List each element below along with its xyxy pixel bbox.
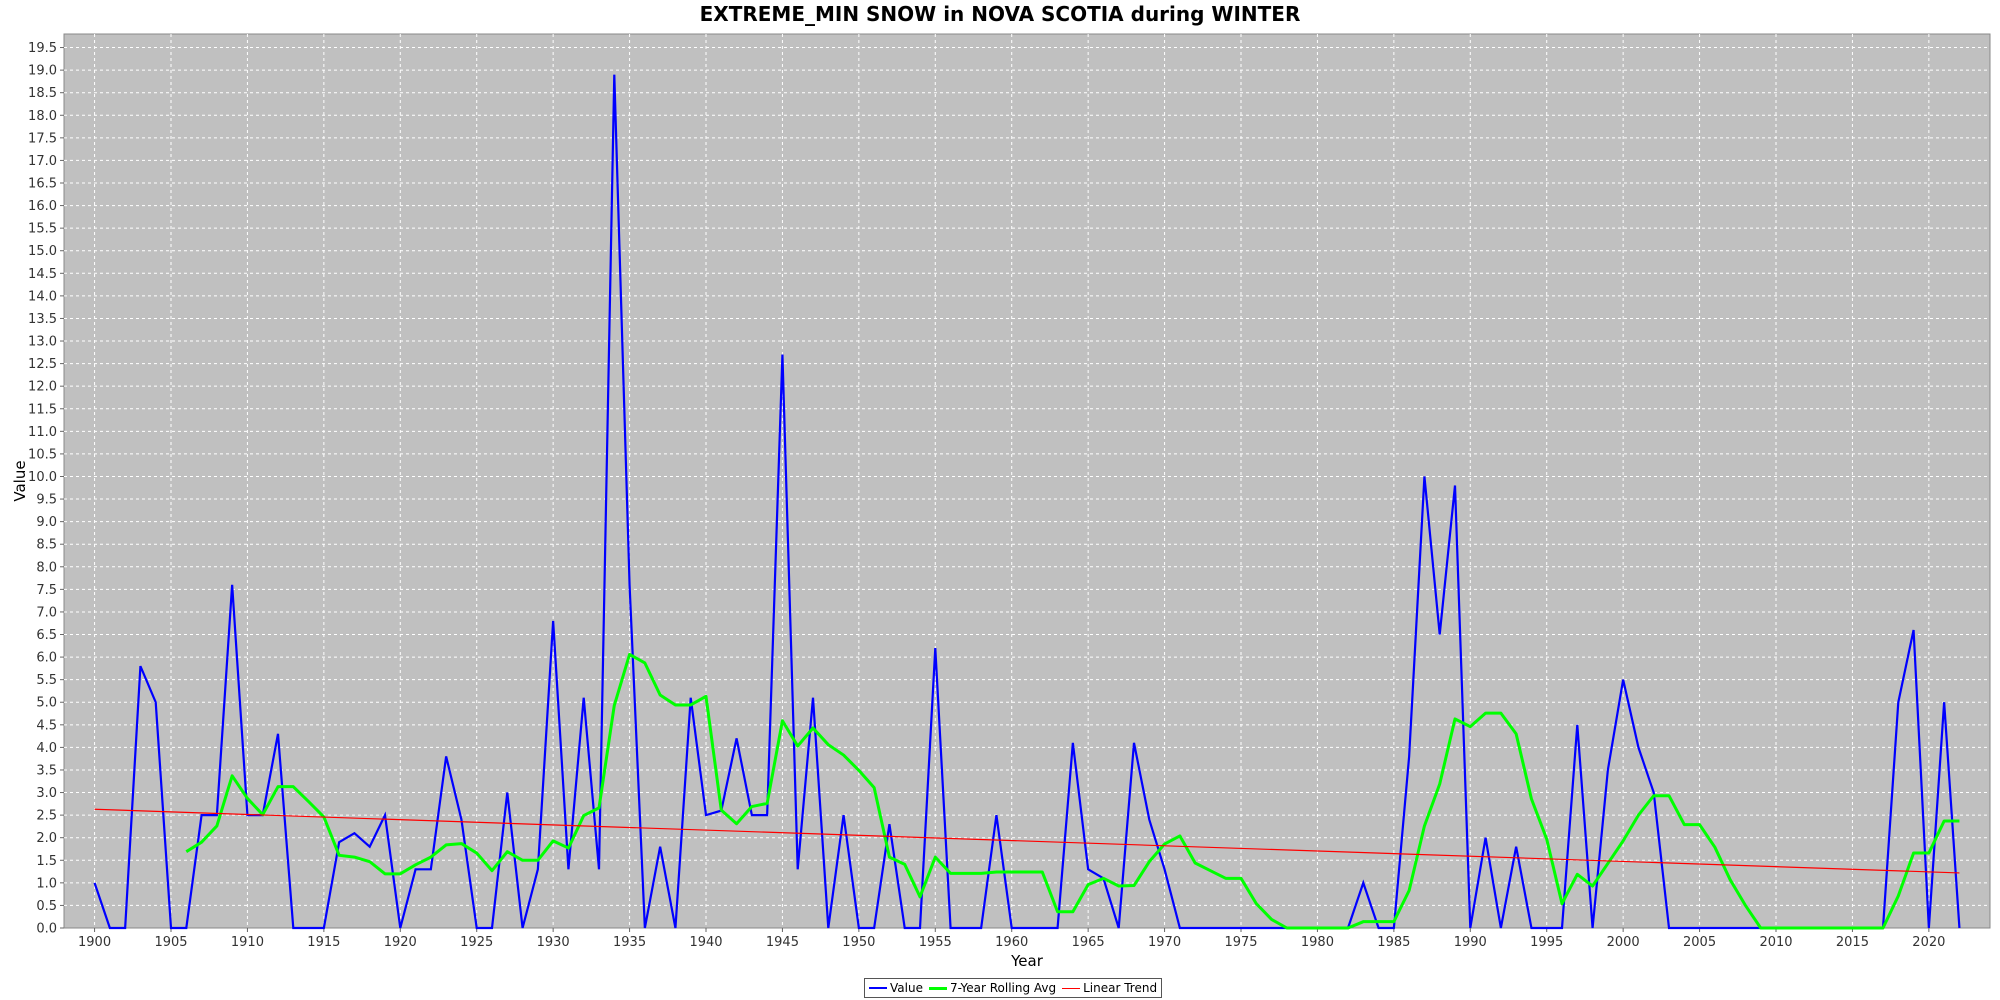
- y-tick-label: 1.0: [36, 876, 57, 891]
- y-tick-label: 5.5: [36, 673, 57, 688]
- x-tick-label: 1945: [766, 935, 799, 950]
- y-tick-label: 16.0: [28, 199, 57, 214]
- y-tick-label: 13.5: [28, 312, 57, 327]
- series-line-rolling-avg: [185, 652, 1960, 930]
- y-tick-label: 11.5: [28, 402, 57, 417]
- y-tick-label: 1.5: [36, 854, 57, 869]
- gridlines: [64, 34, 1990, 928]
- y-tick-label: 11.0: [28, 425, 57, 440]
- y-tick-label: 10.5: [28, 447, 57, 462]
- x-tick-label: 1990: [1454, 935, 1487, 950]
- series-line-value: [93, 74, 1961, 930]
- y-tick-label: 17.0: [28, 154, 57, 169]
- x-tick-label: 1995: [1530, 935, 1563, 950]
- y-tick-label: 7.5: [36, 583, 57, 598]
- y-tick-label: 3.0: [36, 786, 57, 801]
- legend-swatch-rolling-avg: [928, 986, 947, 990]
- y-tick-label: 7.0: [36, 605, 57, 620]
- y-tick-label: 12.0: [28, 380, 57, 395]
- x-tick-label: 1970: [1148, 935, 1181, 950]
- y-tick-label: 4.5: [36, 718, 57, 733]
- x-tick-label: 1940: [689, 935, 722, 950]
- y-tick-label: 19.5: [28, 41, 57, 56]
- y-tick-label: 17.5: [28, 131, 57, 146]
- y-tick-label: 18.5: [28, 86, 57, 101]
- x-tick-label: 2020: [1912, 935, 1945, 950]
- x-tick-label: 1935: [613, 935, 646, 950]
- x-tick-label: 2010: [1759, 935, 1792, 950]
- x-tick-label: 1955: [919, 935, 952, 950]
- x-tick-label: 2015: [1836, 935, 1869, 950]
- legend-label-linear-trend: Linear Trend: [1083, 981, 1158, 995]
- plot-area: [63, 33, 1991, 929]
- x-tick-label: 1925: [460, 935, 493, 950]
- y-tick-label: 6.0: [36, 651, 57, 666]
- y-tick-label: 12.5: [28, 357, 57, 372]
- y-tick-label: 19.0: [28, 64, 57, 79]
- legend-swatch-linear-trend: [1062, 987, 1081, 989]
- axes: 0.0 0.5 1.0 1.5 2.0 2.5 3.0 3.5 4.0 4.5 5.0 5.5 6.0 6…: [28, 41, 1945, 950]
- y-tick-label: 18.0: [28, 109, 57, 124]
- y-tick-label: 14.0: [28, 289, 57, 304]
- legend-swatch-value: [869, 987, 887, 989]
- x-tick-label: 1915: [307, 935, 340, 950]
- y-tick-label: 5.0: [36, 696, 57, 711]
- x-tick-label: 1980: [1301, 935, 1334, 950]
- legend-item-linear-trend: Linear Trend: [1062, 981, 1157, 995]
- y-tick-label: 10.0: [28, 470, 57, 485]
- legend-item-rolling-avg: 7-Year Rolling Avg: [928, 981, 1057, 995]
- y-tick-label: 15.5: [28, 222, 57, 237]
- y-tick-label: 9.5: [36, 493, 57, 508]
- x-tick-label: 1900: [78, 935, 111, 950]
- y-tick-label: 4.0: [36, 741, 57, 756]
- x-tick-label: 1985: [1377, 935, 1410, 950]
- x-tick-label: 1920: [384, 935, 417, 950]
- y-tick-label: 0.5: [36, 899, 57, 914]
- y-tick-label: 3.5: [36, 763, 57, 778]
- x-tick-label: 1930: [537, 935, 570, 950]
- legend: Value 7-Year Rolling Avg Linear Trend: [864, 978, 1163, 998]
- x-tick-label: 1960: [995, 935, 1028, 950]
- y-tick-label: 9.0: [36, 515, 57, 530]
- x-tick-label: 1965: [1072, 935, 1105, 950]
- y-tick-label: 13.0: [28, 335, 57, 350]
- y-tick-label: 2.0: [36, 831, 57, 846]
- y-tick-label: 14.5: [28, 267, 57, 282]
- y-tick-label: 16.5: [28, 177, 57, 192]
- legend-item-value: Value: [869, 981, 923, 995]
- x-tick-label: 1905: [154, 935, 187, 950]
- legend-label-rolling-avg: 7-Year Rolling Avg: [949, 981, 1057, 995]
- x-tick-label: 1910: [231, 935, 264, 950]
- chart-title: EXTREME_MIN SNOW in NOVA SCOTIA during W…: [699, 2, 1301, 26]
- series-line-linear-trend: [94, 808, 1960, 874]
- x-axis-label: Year: [1010, 952, 1044, 970]
- y-tick-label: 8.0: [36, 560, 57, 575]
- y-tick-label: 0.0: [36, 922, 57, 937]
- x-tick-label: 2005: [1683, 935, 1716, 950]
- x-tick-label: 1950: [842, 935, 875, 950]
- y-tick-label: 15.0: [28, 244, 57, 259]
- x-tick-label: 2000: [1607, 935, 1640, 950]
- y-tick-label: 2.5: [36, 809, 57, 824]
- series-layer: [93, 74, 1961, 930]
- y-tick-label: 6.5: [36, 628, 57, 643]
- legend-label-value: Value: [890, 981, 923, 995]
- x-tick-label: 1975: [1224, 935, 1257, 950]
- y-tick-label: 8.5: [36, 538, 57, 553]
- y-axis-label: Value: [11, 460, 29, 501]
